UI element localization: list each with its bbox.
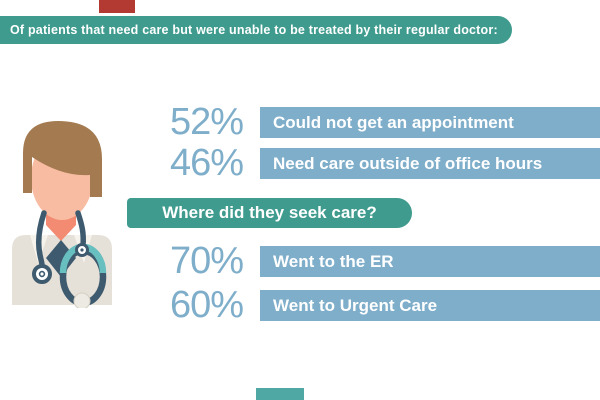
stethoscope-bell [73,292,91,308]
bottom-teal-tab [256,388,304,400]
stat-row-er: 70% Went to the ER [0,240,600,282]
doctor-collar [46,240,76,277]
doctor-illustration-icon [10,113,120,308]
stat-bar: Could not get an appointment [260,107,600,138]
stat-bar: Need care outside of office hours [260,148,600,179]
question-text: Where did they seek care? [162,203,377,222]
stat-percent: 46% [169,142,244,184]
doctor-icon [12,121,112,308]
stat-percent: 60% [169,284,244,326]
stat-bar: Went to the ER [260,246,600,277]
stat-row-appointment: 52% Could not get an appointment [0,101,600,143]
stat-row-urgent-care: 60% Went to Urgent Care [0,284,600,326]
stat-label: Need care outside of office hours [273,154,543,173]
stat-row-office-hours: 46% Need care outside of office hours [0,142,600,184]
top-red-tab [99,0,135,13]
stat-label: Went to Urgent Care [273,296,438,315]
question-banner: Where did they seek care? [127,198,412,228]
title-banner: Of patients that need care but were unab… [0,16,512,44]
stat-percent: 52% [169,101,244,143]
doctor-hair [23,121,102,197]
stat-percent: 70% [169,240,244,282]
stat-bar: Went to Urgent Care [260,290,600,321]
stethoscope-tube-left [36,210,47,268]
stethoscope-chestpiece [32,264,52,284]
stat-label: Went to the ER [273,252,394,271]
stethoscope-tube-right [75,210,86,249]
stat-label: Could not get an appointment [273,113,514,132]
stethoscope-connector-dot [80,248,84,252]
stethoscope-chestpiece-ring [38,270,46,278]
title-text: Of patients that need care but were unab… [10,23,498,37]
